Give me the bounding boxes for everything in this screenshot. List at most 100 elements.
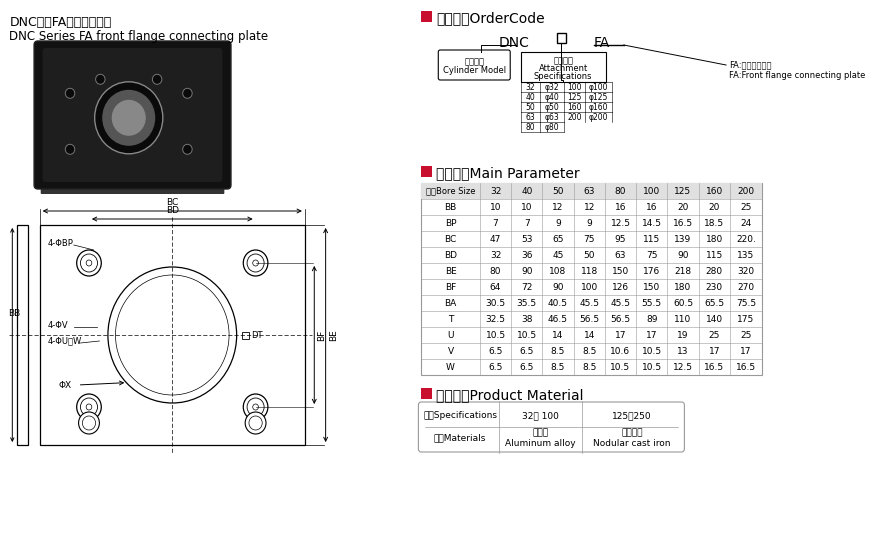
Text: 缸径Bore Size: 缸径Bore Size: [426, 187, 475, 196]
Text: 24: 24: [741, 219, 751, 228]
Bar: [242, 332, 249, 339]
Text: 95: 95: [615, 234, 627, 244]
Text: 7: 7: [493, 219, 498, 228]
Text: 17: 17: [615, 330, 627, 339]
Text: 150: 150: [643, 282, 660, 291]
Text: DNC系列FA前法兰连接板: DNC系列FA前法兰连接板: [10, 16, 112, 29]
Text: 32: 32: [490, 250, 501, 259]
Text: 40: 40: [521, 187, 533, 196]
Text: 40: 40: [525, 92, 535, 102]
Text: 规格Specifications: 规格Specifications: [423, 411, 497, 420]
Text: FA:Front flange connecting plate: FA:Front flange connecting plate: [729, 71, 866, 80]
Text: 160: 160: [567, 102, 581, 111]
Circle shape: [108, 267, 236, 403]
Text: 47: 47: [490, 234, 501, 244]
Text: 10.5: 10.5: [517, 330, 537, 339]
Text: V: V: [448, 347, 454, 356]
Text: 230: 230: [705, 282, 723, 291]
Text: 17: 17: [740, 347, 751, 356]
Circle shape: [112, 100, 146, 136]
Text: 19: 19: [677, 330, 689, 339]
Text: 100: 100: [567, 83, 581, 92]
Text: 20: 20: [677, 202, 689, 211]
Text: 16.5: 16.5: [735, 362, 756, 372]
Bar: [421, 166, 432, 177]
Circle shape: [95, 82, 163, 154]
Text: 32～ 100: 32～ 100: [522, 411, 559, 420]
Text: BE: BE: [329, 329, 338, 341]
Text: 10: 10: [489, 202, 501, 211]
Text: 65: 65: [552, 234, 564, 244]
Text: BB: BB: [8, 309, 20, 318]
Text: φ32: φ32: [544, 83, 559, 92]
Text: ΦX: ΦX: [58, 381, 72, 390]
Text: U: U: [447, 330, 454, 339]
Text: BD: BD: [444, 250, 457, 259]
Text: BC: BC: [166, 198, 179, 207]
Text: 180: 180: [674, 282, 691, 291]
Bar: [557, 33, 566, 43]
Text: 75: 75: [583, 234, 595, 244]
Text: 10: 10: [521, 202, 533, 211]
Text: 25: 25: [740, 330, 751, 339]
Text: 80: 80: [489, 267, 501, 276]
Text: 气缸型号: 气缸型号: [465, 57, 484, 66]
Text: 材质Materials: 材质Materials: [434, 433, 486, 443]
Text: φ40: φ40: [544, 92, 559, 102]
Text: 35.5: 35.5: [517, 299, 537, 307]
Text: φ160: φ160: [589, 102, 608, 111]
Bar: [421, 183, 762, 375]
Text: 135: 135: [737, 250, 755, 259]
Circle shape: [243, 250, 268, 276]
Text: 4-ΦBP: 4-ΦBP: [47, 239, 73, 248]
Text: 6.5: 6.5: [489, 347, 503, 356]
Text: 80: 80: [526, 122, 535, 131]
Text: 订货型号OrderCode: 订货型号OrderCode: [436, 11, 545, 25]
Text: φ50: φ50: [544, 102, 559, 111]
Text: 63: 63: [615, 250, 627, 259]
Circle shape: [103, 90, 155, 146]
Text: 125～250: 125～250: [612, 411, 651, 420]
Text: φ80: φ80: [544, 122, 559, 131]
Text: 46.5: 46.5: [548, 315, 568, 324]
Text: 10.5: 10.5: [642, 347, 662, 356]
Text: 36: 36: [521, 250, 533, 259]
Text: 118: 118: [581, 267, 598, 276]
Text: 218: 218: [674, 267, 691, 276]
Bar: [17, 225, 28, 445]
Text: 12: 12: [583, 202, 595, 211]
Text: 139: 139: [674, 234, 691, 244]
Text: 53: 53: [521, 234, 533, 244]
Text: 50: 50: [552, 187, 564, 196]
Text: 89: 89: [646, 315, 658, 324]
Text: 125: 125: [567, 92, 581, 102]
Bar: [421, 388, 432, 399]
Text: BA: BA: [444, 299, 457, 307]
Text: 32: 32: [490, 187, 501, 196]
Text: 56.5: 56.5: [579, 315, 599, 324]
Text: 32.5: 32.5: [486, 315, 505, 324]
Text: BF: BF: [317, 329, 326, 340]
Text: 45.5: 45.5: [580, 299, 599, 307]
Text: 270: 270: [737, 282, 755, 291]
Text: 40.5: 40.5: [548, 299, 568, 307]
Text: 6.5: 6.5: [519, 362, 534, 372]
Text: 12.5: 12.5: [673, 362, 693, 372]
Text: φ100: φ100: [589, 83, 608, 92]
Text: 产品材质Product Material: 产品材质Product Material: [436, 388, 584, 402]
Text: 9: 9: [555, 219, 561, 228]
Text: 16.5: 16.5: [673, 219, 693, 228]
Text: 6.5: 6.5: [519, 347, 534, 356]
Text: 108: 108: [550, 267, 566, 276]
Text: 60.5: 60.5: [673, 299, 693, 307]
Bar: [421, 183, 762, 199]
Text: 75.5: 75.5: [735, 299, 756, 307]
Text: 55.5: 55.5: [642, 299, 662, 307]
Text: 200: 200: [567, 112, 581, 121]
Text: DNC: DNC: [499, 36, 530, 50]
Text: 8.5: 8.5: [550, 362, 566, 372]
FancyBboxPatch shape: [35, 41, 231, 189]
Bar: [40, 225, 304, 445]
Text: 14: 14: [583, 330, 595, 339]
Text: BP: BP: [445, 219, 457, 228]
